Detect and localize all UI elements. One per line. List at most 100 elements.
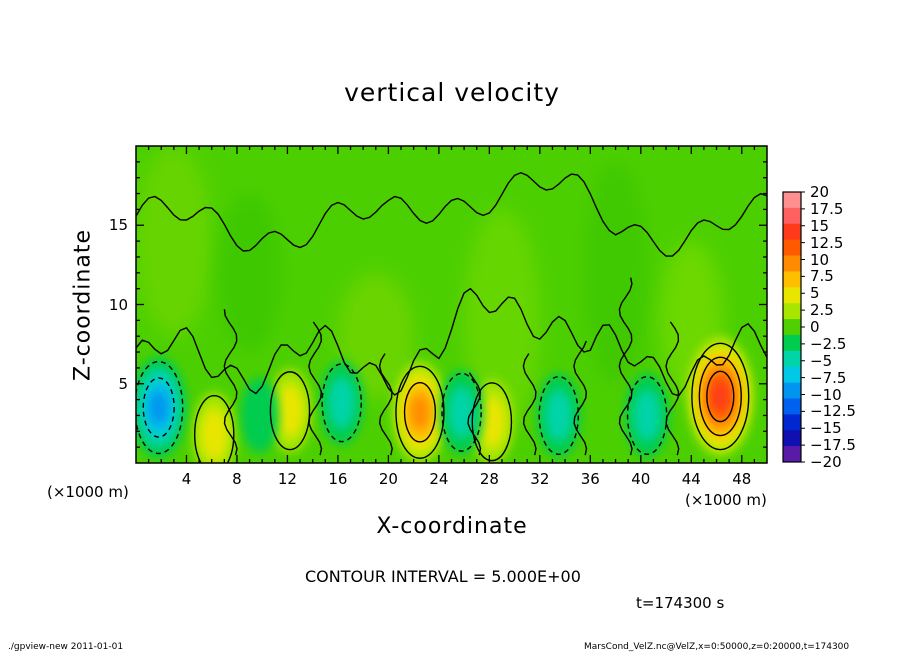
x-unit-right: (×1000 m) [685,491,767,509]
contour-line [136,360,184,455]
colorbar-segment [783,223,801,241]
contour-zero [308,321,323,456]
field-feature [633,389,661,442]
footer-data-source: MarsCond_VelZ.nc@VelZ,x=0:50000,z=0:2000… [584,642,850,652]
contour-interval-label: CONTOUR INTERVAL = 5.000E+00 [305,567,581,586]
colorbar-label: 17.5 [810,199,844,218]
field-feature [276,384,304,437]
contour-line [395,365,445,459]
contour-line [142,377,175,438]
field-feature [240,377,279,454]
plot-area [136,146,767,463]
colorbar-label: 2.5 [810,301,834,320]
field-feature [712,381,729,411]
contour-lines [136,171,767,463]
colorbar-segment [783,446,801,463]
field-feature [200,408,228,461]
x-tick-label: 40 [631,470,651,488]
colorbar-segment [783,192,801,209]
colorbar-segment [783,334,801,352]
contour-zero [467,372,482,456]
colorbar-label: 20 [810,183,830,201]
colorbar-segment [783,271,801,288]
contour-zero [223,309,238,456]
contour-zero [522,353,537,456]
x-unit-left: (×1000 m) [47,483,129,501]
colorbar-segment [783,319,801,336]
contour-zero [136,287,767,397]
field-feature [328,376,356,429]
contour-line [471,382,513,462]
colorbar-label: 10 [810,250,830,269]
field-region [218,193,282,353]
colorbar-label: 5 [810,284,820,303]
x-tick-label: 12 [277,470,297,488]
colorbar-label: −10 [810,385,842,404]
y-axis-label: Z-coordinate [70,229,96,381]
colorbar-label: −17.5 [810,436,856,455]
x-axis-ticks [147,146,756,463]
y-tick-label: 5 [118,374,128,393]
field-region [464,209,540,432]
contour-zero [378,353,393,456]
field-feature [478,395,506,448]
colorbar-segment [783,239,801,257]
footer-program-date: ./gpview-new 2011-01-01 [8,642,124,652]
contour-line [538,375,580,455]
field-feature [149,389,169,426]
colorbar-label: 12.5 [810,233,844,252]
x-tick-label: 32 [530,470,550,488]
x-tick-label: 24 [429,470,449,488]
colorbar-label: −20 [810,453,842,471]
field-region [136,146,212,337]
colorbar-label: 0 [810,318,820,336]
colorbar-label: −12.5 [810,402,856,421]
contour-line [321,363,362,443]
colorbar-label: −7.5 [810,368,847,387]
y-axis-ticks [136,161,767,448]
colorbar-segment [783,398,801,415]
x-tick-label: 20 [378,470,398,488]
colorbar-label: 7.5 [810,267,834,286]
x-axis-label: X-coordinate [376,514,528,539]
contour-line [706,370,735,423]
contour-line [403,382,437,443]
y-tick-label: 10 [108,295,128,314]
contour-line [193,394,235,463]
contour-line [691,342,750,451]
colorbar-segment [783,303,801,320]
field-region [584,161,648,384]
y-tick-label: 15 [108,216,128,235]
x-tick-label: 4 [181,470,192,488]
colorbar-label: −15 [810,419,842,438]
colorbar-segment [783,414,801,431]
colorbar-label: −2.5 [810,334,847,353]
x-tick-label: 48 [732,470,752,488]
contour-zero [573,340,588,456]
contour-zero [665,321,680,456]
colorbar-segment [783,366,801,384]
contour-line [626,375,668,455]
colorbar-label: −5 [810,351,833,370]
colorbar-label: 15 [810,216,830,235]
contour-line [269,371,311,451]
x-tick-label: 44 [681,470,701,488]
colorbar [782,191,805,463]
colorbar-segment [783,350,801,368]
colorbar-segment [783,382,801,399]
contour-zero [136,171,767,257]
chart-title: vertical velocity [344,78,560,107]
field-blobs [136,146,754,463]
x-tick-label: 36 [580,470,600,488]
colorbar-segment [783,430,801,447]
field-region [337,272,414,400]
field-feature [545,389,573,442]
colorbar-segment [783,207,801,225]
contour-line [441,372,482,452]
contour-zero [618,277,633,456]
contour-line [698,356,742,437]
field-feature [410,394,430,431]
x-tick-label: 28 [479,470,499,488]
x-tick-label: 8 [232,470,242,488]
